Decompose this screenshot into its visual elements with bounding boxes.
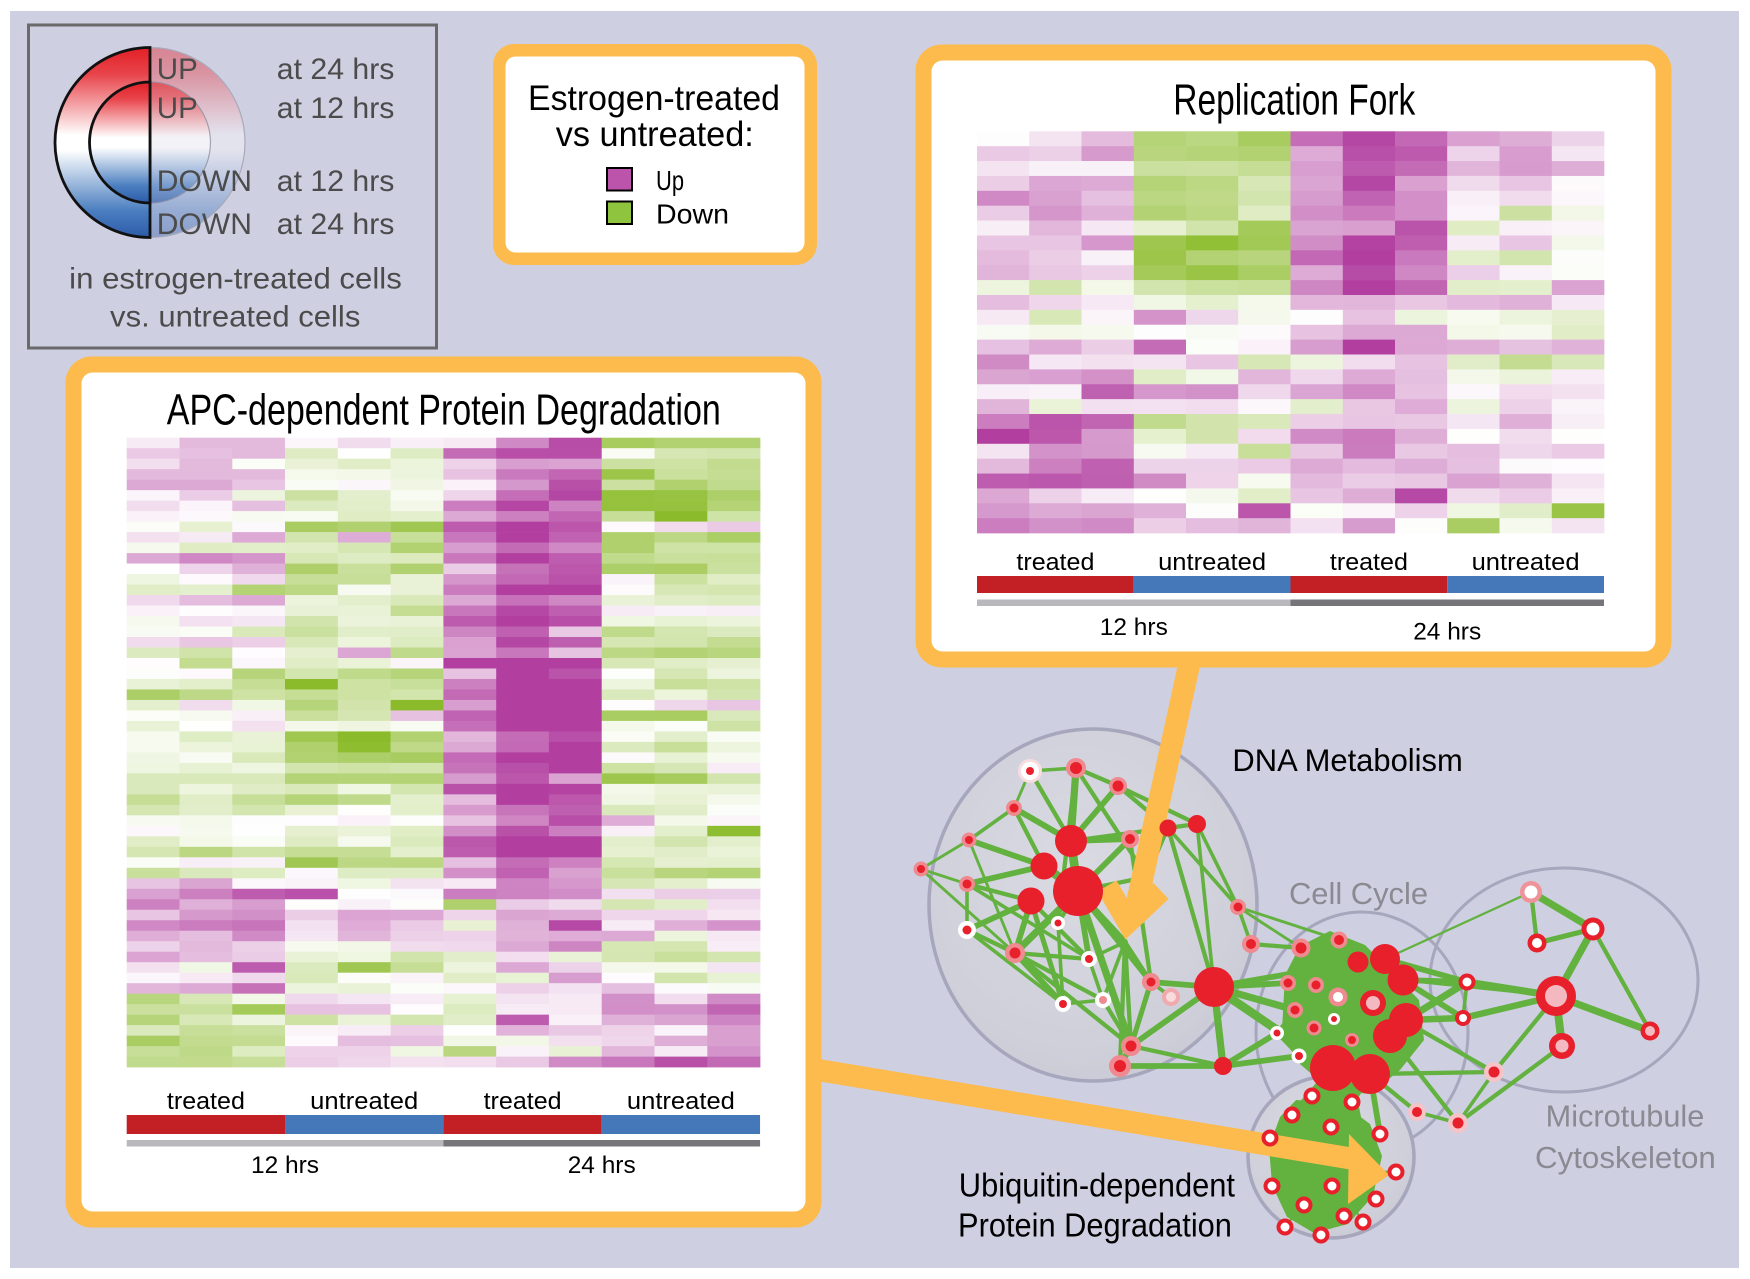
svg-text:vs. untreated cells: vs. untreated cells xyxy=(110,300,360,333)
svg-text:treated: treated xyxy=(1330,549,1408,576)
svg-text:untreated: untreated xyxy=(627,1088,735,1115)
svg-text:12 hrs: 12 hrs xyxy=(1100,614,1168,641)
svg-text:untreated: untreated xyxy=(1158,549,1266,576)
svg-text:in estrogen-treated cells: in estrogen-treated cells xyxy=(69,263,402,296)
svg-text:Cytoskeleton: Cytoskeleton xyxy=(1535,1141,1716,1175)
svg-text:at 12 hrs: at 12 hrs xyxy=(277,92,395,125)
svg-text:treated: treated xyxy=(167,1088,245,1115)
svg-text:Up: Up xyxy=(656,165,684,196)
svg-text:Microtubule: Microtubule xyxy=(1546,1100,1705,1134)
svg-text:treated: treated xyxy=(484,1088,562,1115)
svg-text:UP: UP xyxy=(157,53,198,86)
svg-text:24 hrs: 24 hrs xyxy=(568,1152,636,1179)
svg-text:24 hrs: 24 hrs xyxy=(1413,619,1481,646)
svg-text:Down: Down xyxy=(656,198,729,229)
svg-text:untreated: untreated xyxy=(310,1088,418,1115)
svg-text:untreated: untreated xyxy=(1472,549,1580,576)
svg-text:DOWN: DOWN xyxy=(157,165,252,198)
svg-text:DNA Metabolism: DNA Metabolism xyxy=(1232,742,1462,778)
svg-text:treated: treated xyxy=(1016,549,1094,576)
svg-text:UP: UP xyxy=(157,92,198,125)
svg-text:APC-dependent Protein Degradat: APC-dependent Protein Degradation xyxy=(167,385,721,434)
svg-text:Estrogen-treated: Estrogen-treated xyxy=(528,79,780,118)
svg-text:Cell Cycle: Cell Cycle xyxy=(1289,877,1428,911)
svg-text:Ubiquitin-dependent: Ubiquitin-dependent xyxy=(959,1168,1235,1205)
svg-text:at 24 hrs: at 24 hrs xyxy=(277,208,395,241)
svg-text:DOWN: DOWN xyxy=(157,208,252,241)
svg-text:vs untreated:: vs untreated: xyxy=(556,115,754,154)
svg-text:Protein Degradation: Protein Degradation xyxy=(958,1208,1232,1245)
svg-text:Replication Fork: Replication Fork xyxy=(1173,76,1416,125)
svg-text:12 hrs: 12 hrs xyxy=(251,1152,319,1179)
svg-text:at 12 hrs: at 12 hrs xyxy=(277,165,395,198)
svg-text:at 24 hrs: at 24 hrs xyxy=(277,53,395,86)
